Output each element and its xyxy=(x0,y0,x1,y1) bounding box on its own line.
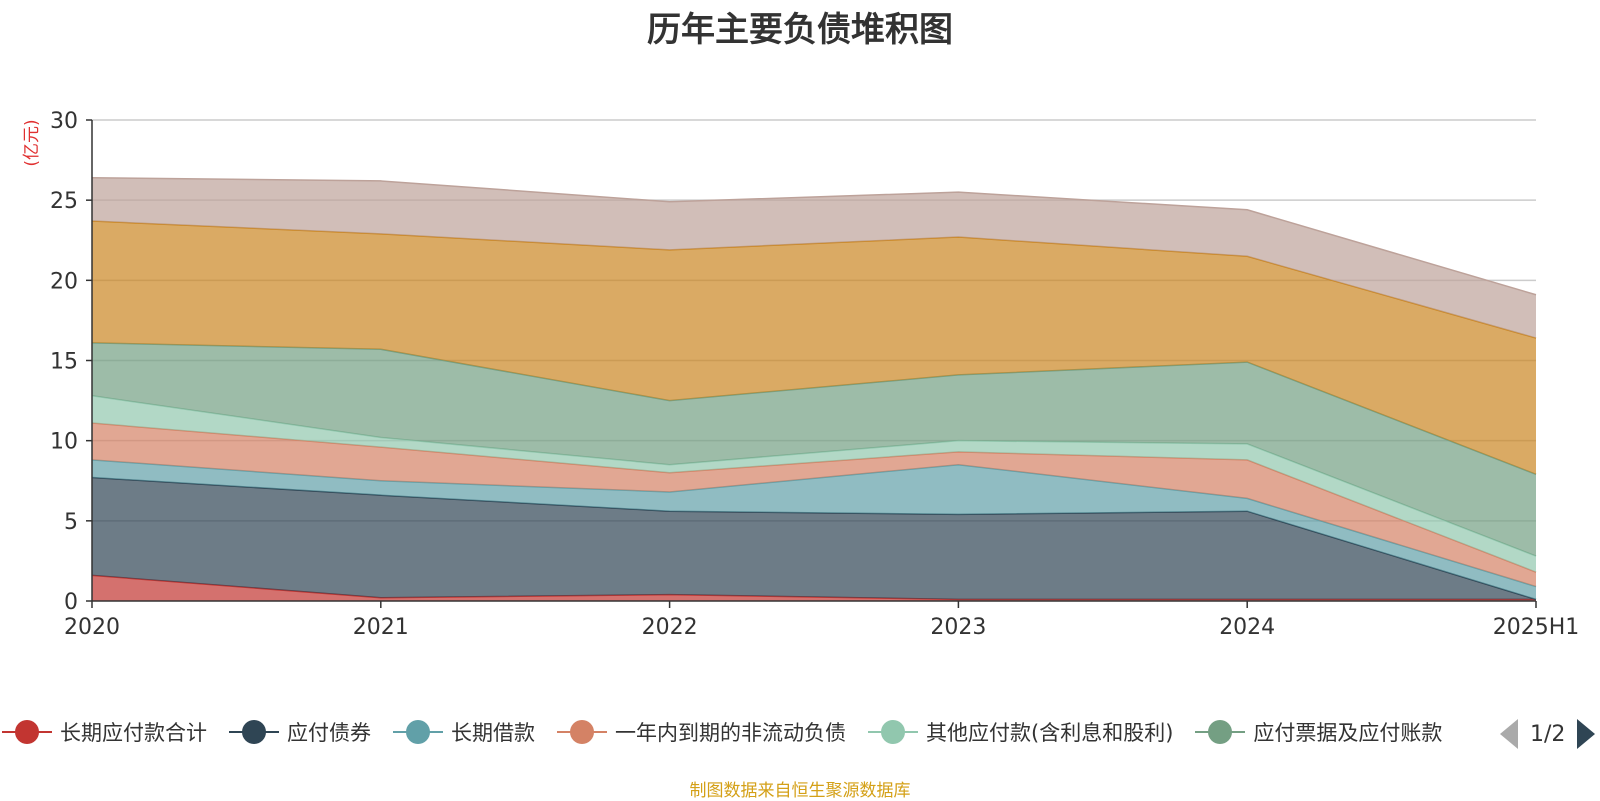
x-tick-label: 2024 xyxy=(1219,615,1275,640)
legend-label: 长期应付款合计 xyxy=(60,721,207,745)
legend-marker-icon xyxy=(229,719,279,745)
prev-page-arrow-icon[interactable] xyxy=(1500,719,1518,749)
chart-plot: 0 5 10 15 20 25 30 2020 2021 2022 2023 2024 2025H1 (… xyxy=(22,109,1579,640)
legend-item[interactable]: 长期借款 xyxy=(393,712,535,752)
legend: 长期应付款合计 应付债券 长期借款 一年内到期的非流动负债 其他应付款(含利息和股利) 应… xyxy=(0,712,1505,752)
x-tick-label: 2023 xyxy=(930,615,986,640)
legend-pager: 1/2 xyxy=(1500,716,1596,752)
legend-item[interactable]: 一年内到期的非流动负债 xyxy=(557,712,846,752)
pager-text: 1/2 xyxy=(1530,721,1566,747)
legend-label: 其他应付款(含利息和股利) xyxy=(926,721,1174,745)
chart-title: 历年主要负债堆积图 xyxy=(647,10,953,50)
x-tick-label: 2020 xyxy=(64,615,120,640)
legend-label: 应付票据及应付账款 xyxy=(1253,721,1443,745)
x-tick-label: 2025H1 xyxy=(1493,615,1580,640)
legend-marker-icon xyxy=(2,719,52,745)
legend-label: 长期借款 xyxy=(451,721,535,745)
y-tick-label: 0 xyxy=(64,590,78,615)
area-series-0[interactable] xyxy=(92,575,1536,601)
y-tick-label: 5 xyxy=(64,510,78,535)
legend-label: 应付债券 xyxy=(287,721,371,745)
y-tick-label: 20 xyxy=(50,269,78,294)
legend-item[interactable]: 长期应付款合计 xyxy=(2,712,207,752)
area-series-7[interactable] xyxy=(92,177,1536,339)
y-tick-label: 10 xyxy=(50,430,78,455)
legend-marker-icon xyxy=(557,719,607,745)
area-series-5[interactable] xyxy=(92,342,1536,557)
y-tick-label: 30 xyxy=(50,109,78,134)
x-tick-label: 2021 xyxy=(353,615,409,640)
y-tick-label: 25 xyxy=(50,189,78,214)
legend-marker-icon xyxy=(868,719,918,745)
legend-item[interactable]: 应付票据及应付账款 xyxy=(1195,712,1442,752)
x-tick-label: 2022 xyxy=(642,615,698,640)
y-axis-label: (亿元) xyxy=(22,119,42,166)
next-page-arrow-icon[interactable] xyxy=(1577,719,1596,749)
source-note: 制图数据来自恒生聚源数据库 xyxy=(689,781,911,801)
y-tick-label: 15 xyxy=(50,350,78,375)
legend-marker-icon xyxy=(1195,719,1246,745)
axis-layer: 0 5 10 15 20 25 30 2020 2021 2022 2023 2024 2025H1 xyxy=(50,109,1579,640)
legend-marker-icon xyxy=(393,719,443,745)
area-series-1[interactable] xyxy=(92,477,1536,600)
legend-item[interactable]: 应付债券 xyxy=(229,712,371,752)
area-series-6[interactable] xyxy=(92,221,1536,475)
legend-label: 一年内到期的非流动负债 xyxy=(615,721,846,745)
legend-item[interactable]: 其他应付款(含利息和股利) xyxy=(868,712,1173,752)
area-layer xyxy=(91,176,1537,601)
area-series-3[interactable] xyxy=(92,423,1536,587)
series-line-7 xyxy=(91,176,1537,296)
area-series-2[interactable] xyxy=(92,459,1536,600)
